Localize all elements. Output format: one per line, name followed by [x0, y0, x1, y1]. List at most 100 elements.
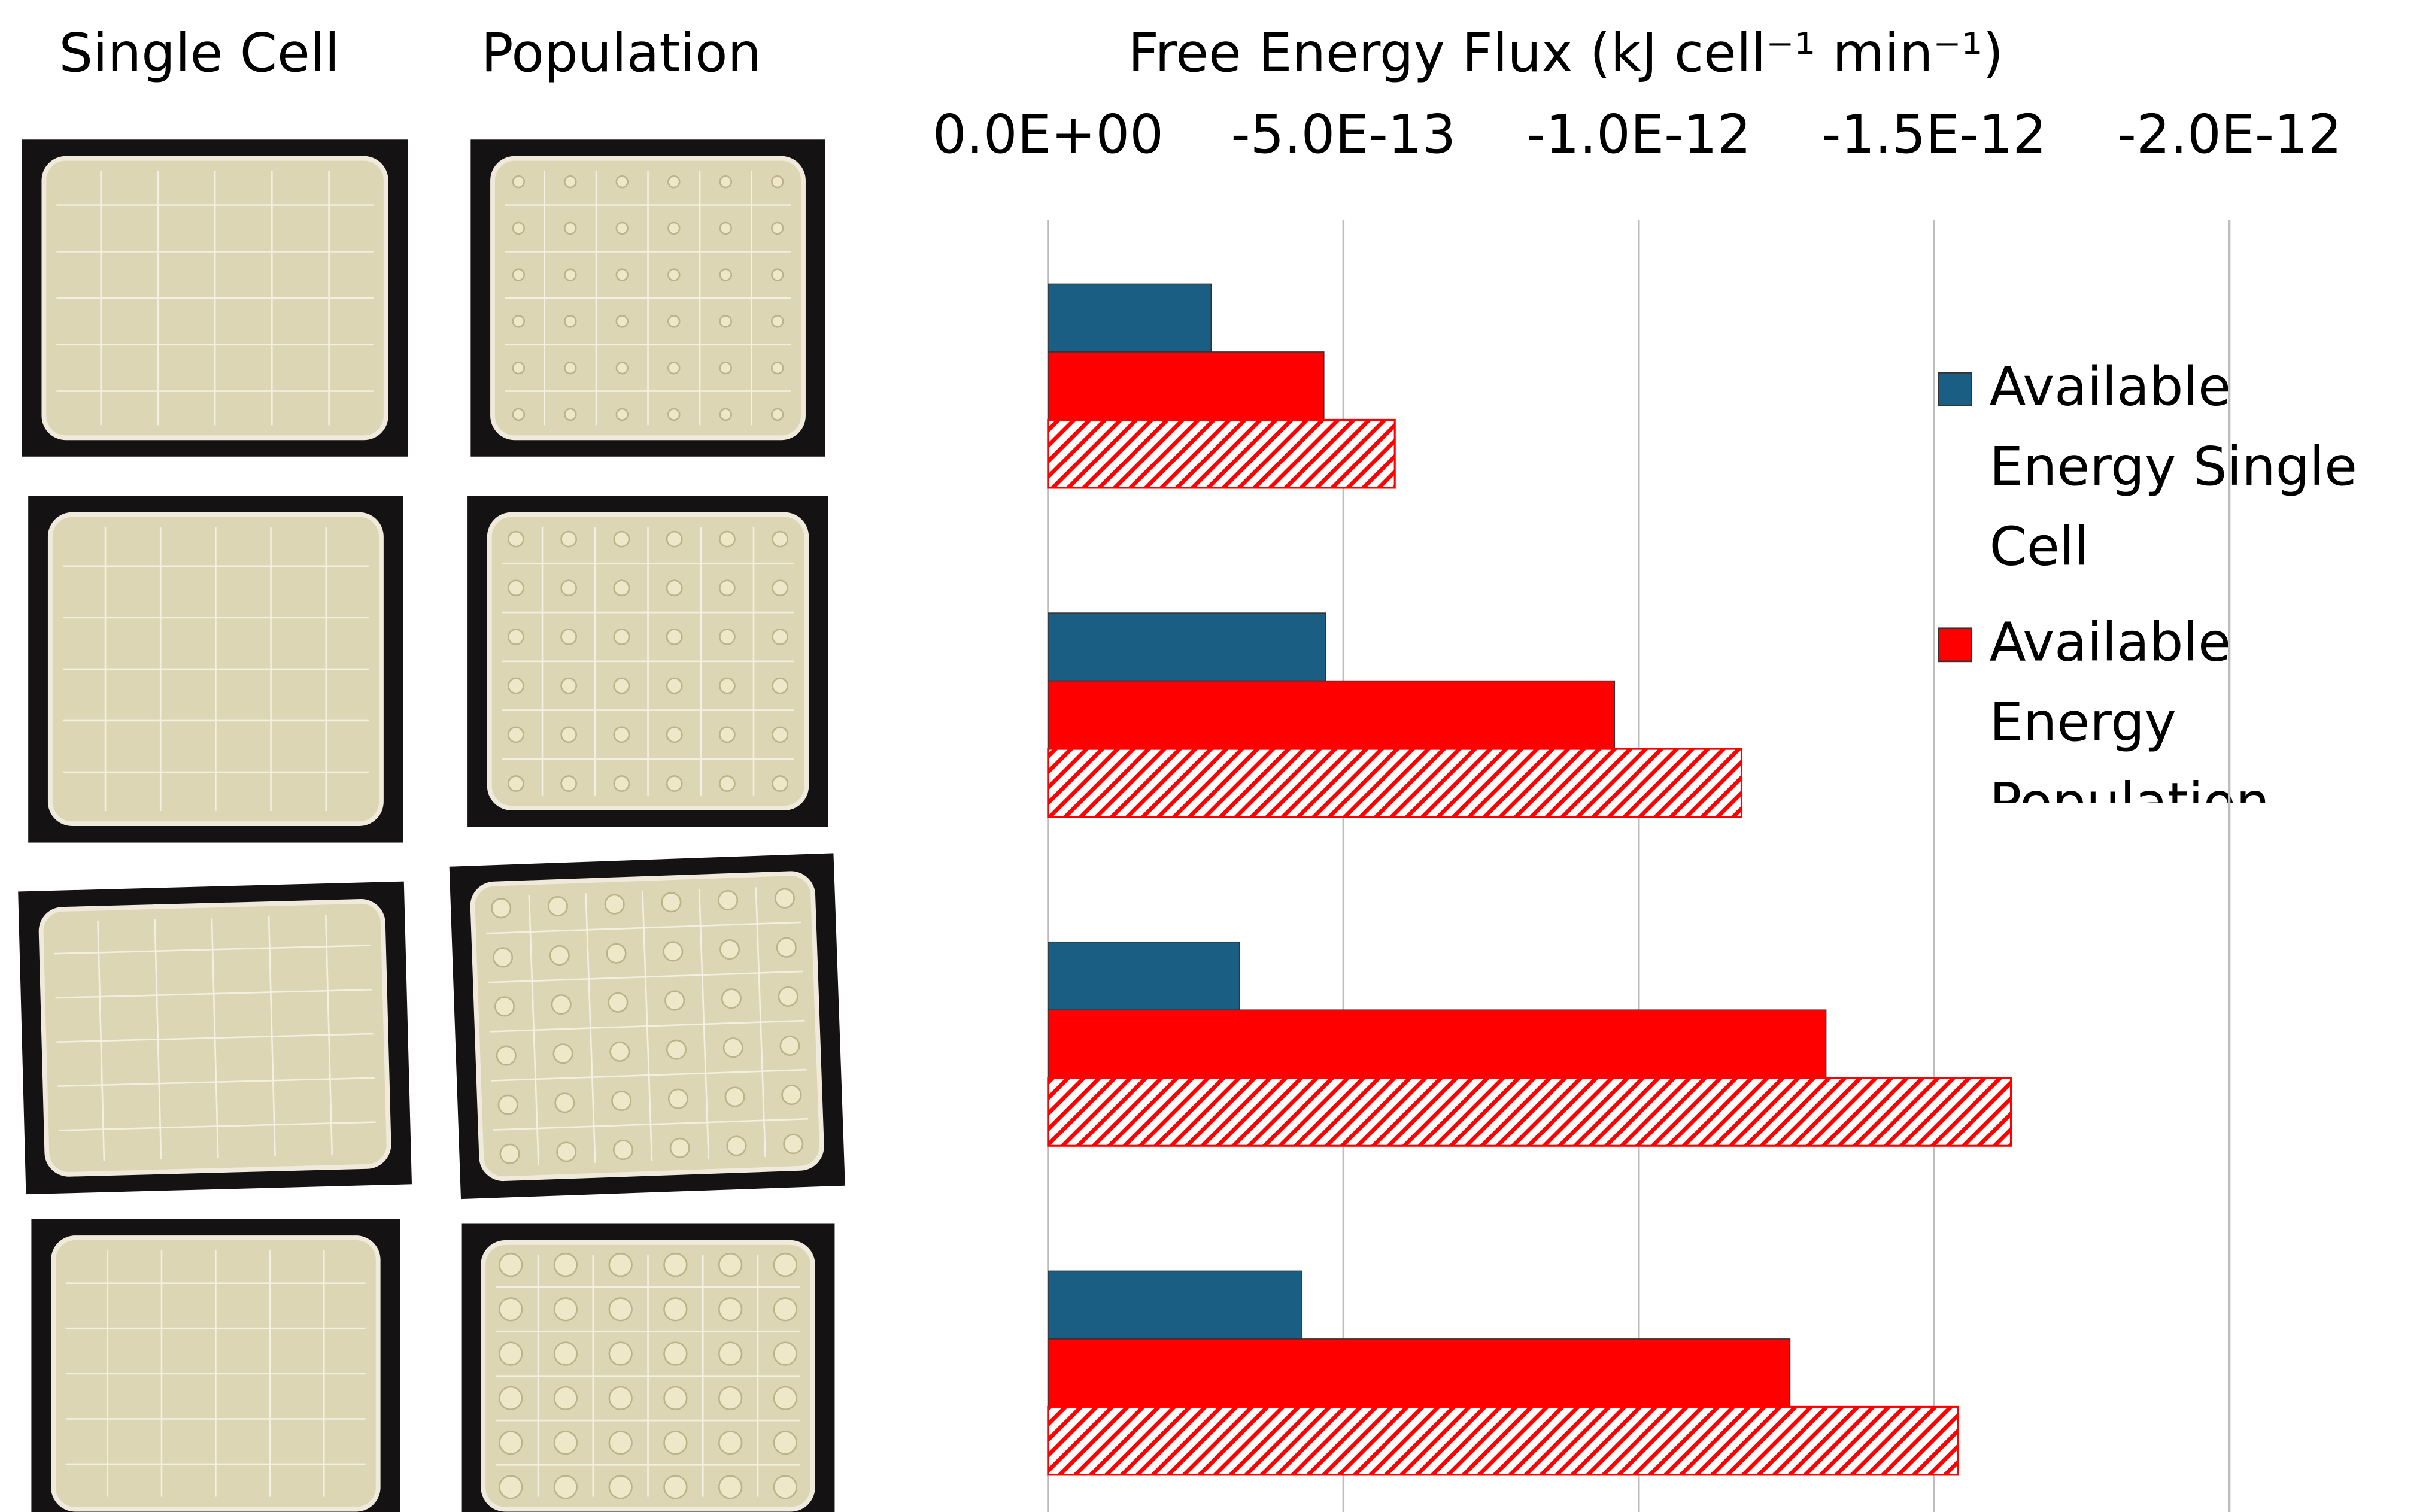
colony: [499, 1143, 520, 1164]
colony: [771, 361, 784, 375]
colony: [508, 677, 524, 694]
colony: [613, 775, 630, 792]
colony: [564, 221, 577, 235]
bar: [1047, 748, 1743, 818]
x-tick-label: -5.0E-13: [1231, 104, 1456, 166]
colony: [553, 1386, 578, 1411]
bar: [1048, 612, 1326, 682]
colony: [553, 1430, 578, 1455]
colony: [781, 1085, 802, 1106]
colony: [719, 221, 733, 235]
colony: [496, 1045, 517, 1066]
colony: [553, 1341, 578, 1366]
plate-grid: [491, 1068, 807, 1082]
colony: [553, 1297, 578, 1322]
colony: [498, 1386, 523, 1411]
colony: [721, 988, 742, 1009]
colony: [613, 726, 630, 743]
legend-swatch: [1938, 627, 1972, 663]
colony: [615, 315, 629, 328]
plate-photo: [470, 139, 825, 457]
colony: [608, 1430, 633, 1455]
colony: [772, 726, 789, 743]
colony: [772, 629, 789, 645]
colony: [719, 361, 733, 375]
colony: [774, 888, 795, 909]
colony: [560, 579, 578, 597]
colony: [666, 726, 683, 743]
colony: [552, 1043, 573, 1064]
colony: [608, 992, 629, 1013]
bar: [1048, 1270, 1303, 1340]
colony: [608, 1297, 633, 1322]
colony: [551, 994, 572, 1015]
colony: [560, 775, 578, 792]
colony: [615, 268, 629, 281]
colony: [613, 629, 630, 645]
colony: [783, 1134, 804, 1155]
bar: [1047, 1405, 1959, 1476]
colony: [547, 895, 568, 917]
plate-photo: [18, 881, 412, 1195]
legend-label: Available Energy Population: [1989, 612, 2270, 804]
colony: [498, 1475, 523, 1499]
colony: [726, 1135, 747, 1156]
colony: [667, 408, 681, 421]
colony: [719, 530, 736, 548]
column-header: Population: [481, 22, 761, 84]
colony: [667, 1088, 688, 1109]
colony: [560, 677, 578, 694]
bar: [1048, 283, 1212, 353]
bar: [1048, 680, 1616, 749]
colony: [666, 579, 683, 597]
colony: [498, 1430, 523, 1455]
colony: [718, 1341, 743, 1366]
plate-grid: [59, 1121, 376, 1131]
colony: [663, 1475, 688, 1499]
colony: [667, 175, 681, 189]
colony: [512, 408, 526, 421]
colony: [666, 629, 683, 645]
x-tick-label: -1.0E-12: [1526, 104, 1751, 166]
plate-photo: [461, 1223, 835, 1512]
colony: [719, 939, 740, 960]
colony: [718, 1386, 743, 1411]
colony: [609, 1041, 630, 1062]
colony: [512, 268, 526, 281]
colony: [498, 1297, 523, 1322]
colony: [553, 1252, 578, 1277]
colony: [608, 1475, 633, 1499]
x-tick-label: -1.5E-12: [1821, 104, 2047, 166]
bar: [1048, 351, 1325, 421]
colony: [615, 361, 629, 375]
colony: [771, 408, 784, 421]
colony: [719, 775, 736, 792]
colony: [719, 726, 736, 743]
colony: [564, 175, 577, 189]
colony: [604, 894, 625, 915]
colony: [771, 175, 784, 189]
chart-title: Free Energy Flux (kJ cell⁻¹ min⁻¹): [1128, 22, 2003, 84]
colony: [773, 1475, 798, 1499]
colony: [667, 315, 681, 328]
colony: [666, 530, 683, 548]
colony: [719, 408, 733, 421]
colony: [494, 996, 515, 1017]
colony: [669, 1137, 690, 1158]
colony: [508, 530, 524, 548]
bar: [1047, 418, 1396, 489]
colony: [508, 775, 524, 792]
colony: [773, 1341, 798, 1366]
plate-photo: [31, 1219, 400, 1512]
legend-entry: Available Energy Single Cell: [1927, 348, 2435, 588]
colony: [719, 175, 733, 189]
colony: [771, 268, 784, 281]
colony: [663, 1297, 688, 1322]
colony: [560, 726, 578, 743]
legend-swatch: [1938, 372, 1972, 406]
colony: [608, 1386, 633, 1411]
colony: [615, 221, 629, 235]
colony: [664, 990, 685, 1011]
colony: [512, 315, 526, 328]
colony: [667, 221, 681, 235]
